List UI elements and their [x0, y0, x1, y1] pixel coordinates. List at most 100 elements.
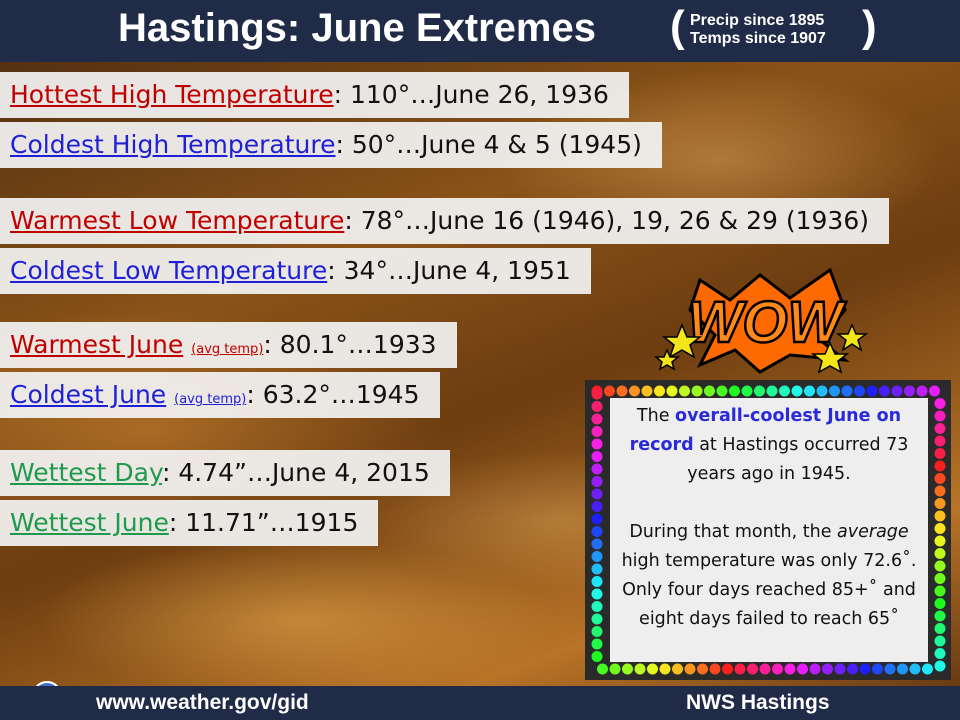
dot [779, 385, 790, 397]
dot [591, 426, 603, 437]
dot [791, 385, 803, 397]
star [810, 341, 850, 374]
dot [591, 488, 603, 500]
title: Hastings: June Extremes [118, 6, 596, 50]
dot [934, 473, 946, 484]
dot [934, 435, 946, 447]
dot [716, 385, 728, 397]
dot [916, 385, 928, 397]
dot [634, 663, 646, 675]
dot [591, 613, 603, 625]
record-label: Coldest June [10, 380, 167, 409]
dot [934, 660, 946, 672]
dot [591, 638, 603, 650]
dot [591, 476, 603, 487]
paren: ( [670, 2, 685, 51]
dot [591, 513, 603, 525]
record-value: : 4.74”…June 4, 2015 [161, 458, 430, 487]
dot [847, 663, 858, 675]
dot [684, 663, 696, 675]
record-value: : 110°…June 26, 1936 [333, 80, 609, 109]
paren: ) [862, 2, 877, 51]
record-value: : 11.71”…1915 [168, 508, 359, 537]
dot [934, 460, 946, 472]
record-label: Coldest Low Temperature [10, 256, 328, 285]
record-label: Wettest Day [10, 458, 162, 487]
star [835, 323, 869, 352]
record: Warmest Low Temperature: 78°…June 16 (19… [0, 198, 889, 244]
dot [784, 663, 796, 675]
dot [591, 401, 603, 412]
burst [688, 267, 850, 374]
dot [934, 635, 946, 647]
dot [604, 385, 615, 397]
dot [591, 576, 603, 587]
rainbow-dots [591, 385, 946, 675]
dot [934, 560, 946, 572]
callout-box: The overall-coolest June on record at Ha… [610, 398, 928, 662]
record: Wettest June: 11.71”…1915 [0, 500, 379, 546]
note: Temps since 1907 [690, 30, 826, 47]
dot [934, 510, 946, 522]
footer: www.weather.gov/gid NWS Hastings [0, 686, 960, 720]
dot [697, 663, 708, 675]
dot [934, 498, 946, 509]
text: The [636, 406, 676, 426]
dot [741, 385, 753, 397]
record-value: : 34°…June 4, 1951 [327, 256, 571, 285]
dot [934, 623, 946, 634]
record: Coldest June (avg temp): 63.2°…1945 [0, 372, 440, 418]
dot [616, 385, 628, 397]
dot [704, 385, 715, 397]
dot [934, 573, 946, 584]
note: Precip since 1895 [690, 12, 825, 29]
dot [929, 385, 940, 397]
dot [747, 663, 758, 675]
dot [934, 648, 946, 659]
dot [904, 385, 915, 397]
title-bar: Hastings: June Extremes ( Precip since 1… [0, 0, 960, 62]
dot [759, 663, 771, 675]
dot [804, 385, 815, 397]
dot [797, 663, 808, 675]
record-label: Hottest High Temperature [10, 80, 334, 109]
dot [679, 385, 690, 397]
dot [822, 663, 833, 675]
dot [591, 463, 603, 475]
dot [872, 663, 883, 675]
record: Coldest High Temperature: 50°…June 4 & 5… [0, 122, 662, 168]
dot [622, 663, 633, 675]
dot [934, 535, 946, 547]
dot [934, 598, 946, 609]
record-value: : 50°…June 4 & 5 (1945) [335, 130, 642, 159]
dot [641, 385, 653, 397]
dot [672, 663, 683, 675]
dot [909, 663, 921, 675]
dot [647, 663, 658, 675]
dot [734, 663, 746, 675]
dot [829, 385, 840, 397]
dot [659, 663, 671, 675]
dot [729, 385, 740, 397]
dot [591, 501, 603, 512]
footer-url[interactable]: www.weather.gov/gid [96, 691, 309, 714]
record-label: Coldest High Temperature [10, 130, 336, 159]
dot [654, 385, 665, 397]
dot [691, 385, 703, 397]
dot [629, 385, 640, 397]
record-label: Wettest June [10, 508, 169, 537]
record: Hottest High Temperature: 110°…June 26, … [0, 72, 629, 118]
text: During that month, the [629, 522, 838, 542]
footer-office: NWS Hastings [686, 691, 830, 714]
dot [809, 663, 821, 675]
dot [591, 388, 603, 400]
badge-text: WOW [688, 290, 847, 355]
dot [934, 610, 946, 622]
dot [591, 626, 603, 637]
dot [922, 663, 933, 675]
record-value: : 78°…June 16 (1946), 19, 26 & 29 (1936) [344, 206, 869, 235]
dot [834, 663, 846, 675]
dot [591, 601, 603, 612]
dot [879, 385, 890, 397]
